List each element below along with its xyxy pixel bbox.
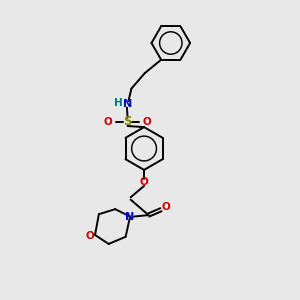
Text: H: H <box>114 98 122 107</box>
Text: O: O <box>103 117 112 127</box>
Text: N: N <box>123 99 132 109</box>
Text: O: O <box>140 177 148 188</box>
Text: N: N <box>125 212 135 222</box>
Text: O: O <box>143 117 152 127</box>
Text: S: S <box>123 116 132 128</box>
Text: O: O <box>85 231 94 241</box>
Text: O: O <box>162 202 171 212</box>
